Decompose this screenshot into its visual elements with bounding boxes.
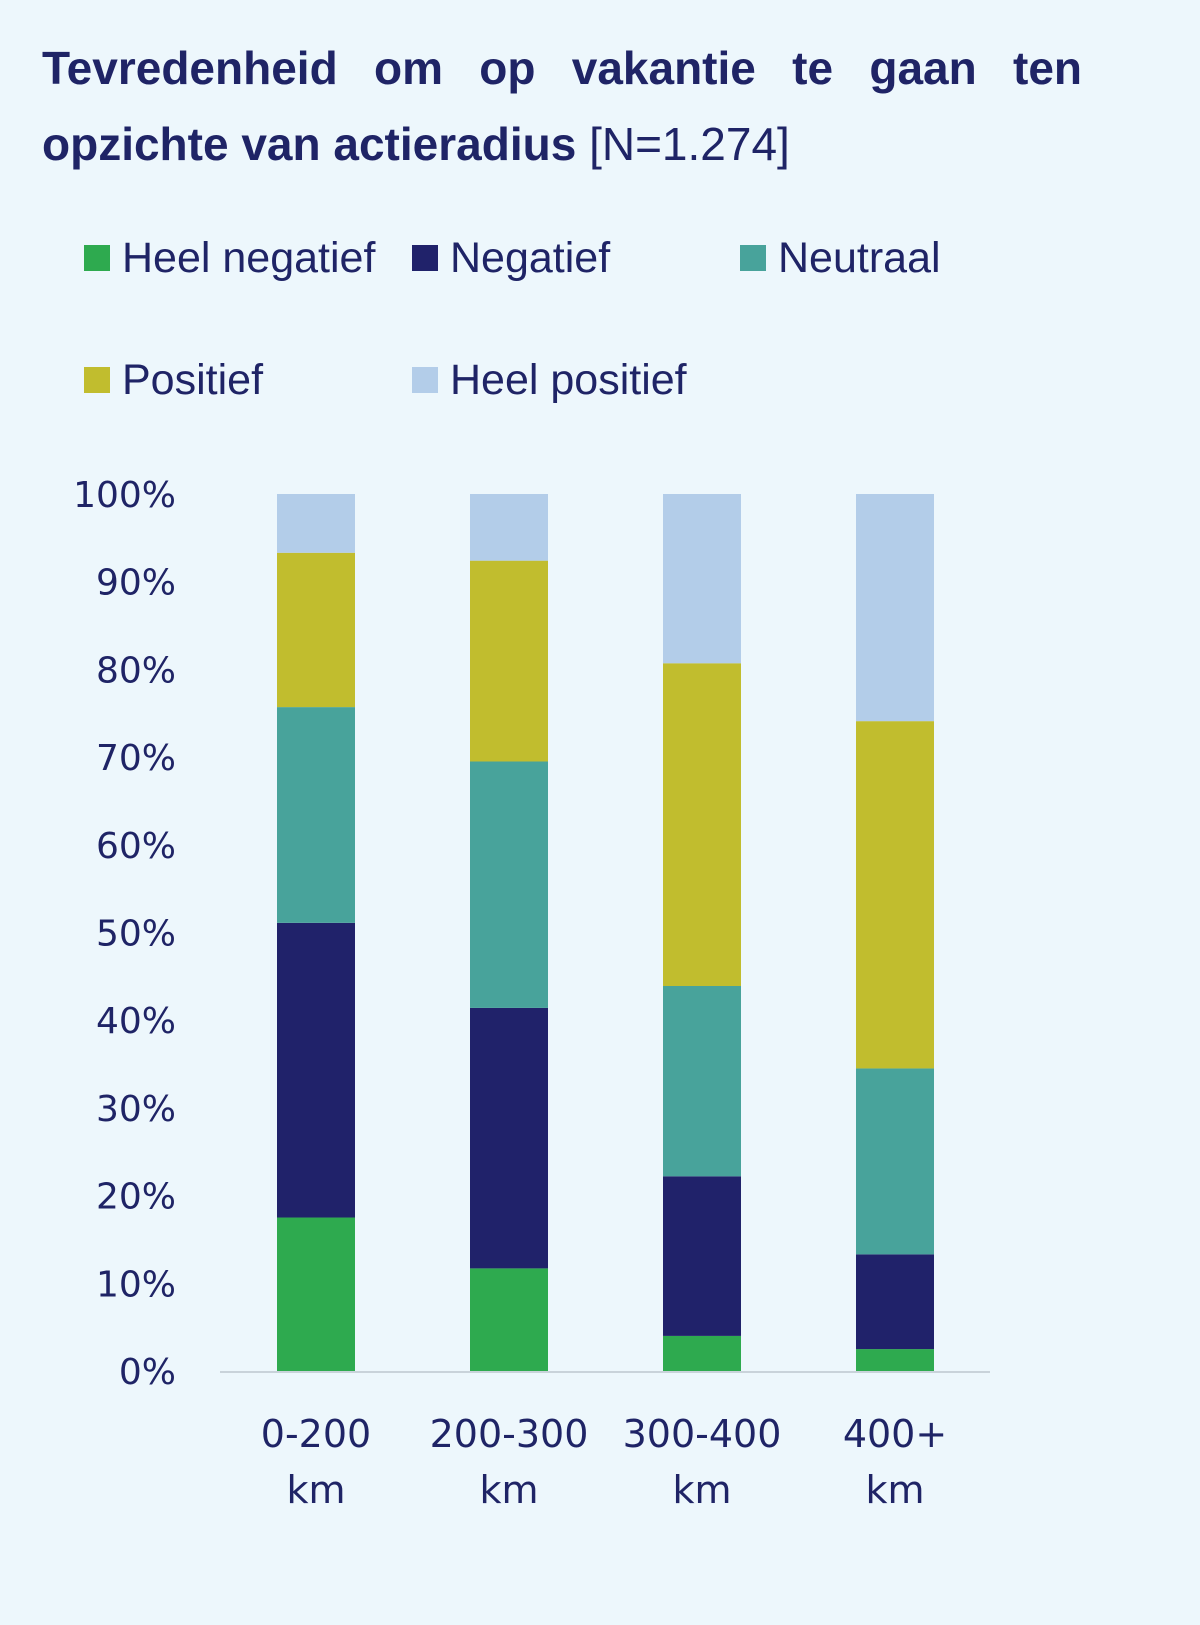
stacked-bar-chart: 0% 10% 20% 30% 40% 50% 60% 70% 80% 90% 100% 0-200 k… bbox=[73, 475, 990, 1512]
chart-title: Tevredenheid om op vakantie te gaan ten … bbox=[42, 30, 1082, 182]
bar-segment-negatief bbox=[663, 1176, 741, 1336]
bar-stack-0-200 bbox=[277, 494, 355, 1371]
bar-segment-heel-positief bbox=[663, 494, 741, 664]
x-tick-label: km bbox=[479, 1468, 538, 1512]
y-tick-label: 60% bbox=[96, 826, 176, 867]
legend-swatch-neutraal bbox=[740, 245, 766, 271]
y-tick-label: 20% bbox=[96, 1177, 176, 1218]
bar-segment-heel-positief bbox=[856, 494, 934, 722]
x-axis: 0-200 km 200-300 km 300-400 km 400+ km bbox=[261, 1412, 947, 1512]
legend-swatch-heel-negatief bbox=[84, 245, 110, 271]
bar-segment-negatief bbox=[856, 1254, 934, 1350]
legend-swatch-heel-positief bbox=[412, 367, 438, 393]
y-tick-label: 10% bbox=[96, 1264, 176, 1305]
bar-segment-positief bbox=[663, 663, 741, 986]
legend-item-negatief: Negatief bbox=[412, 228, 610, 288]
bar-segment-heel-negatief bbox=[470, 1268, 548, 1371]
bar-stack-200-300 bbox=[470, 494, 548, 1371]
legend-swatch-negatief bbox=[412, 245, 438, 271]
legend-label-heel-positief: Heel positief bbox=[450, 355, 687, 404]
y-tick-label: 0% bbox=[119, 1352, 176, 1393]
legend-item-neutraal: Neutraal bbox=[740, 228, 941, 288]
legend-label-negatief: Negatief bbox=[450, 233, 611, 282]
x-tick-label: 400+ bbox=[843, 1412, 947, 1456]
y-tick-label: 100% bbox=[73, 475, 176, 516]
bar-stack-400 bbox=[856, 494, 934, 1371]
legend-item-heel-negatief: Heel negatief bbox=[84, 228, 375, 288]
bar-segment-heel-positief bbox=[470, 494, 548, 561]
bar-segment-negatief bbox=[277, 922, 355, 1218]
legend-label-neutraal: Neutraal bbox=[778, 233, 941, 282]
y-tick-label: 40% bbox=[96, 1001, 176, 1042]
y-axis: 0% 10% 20% 30% 40% 50% 60% 70% 80% 90% 100% bbox=[73, 475, 176, 1393]
bar-segment-heel-negatief bbox=[856, 1349, 934, 1371]
bar-segment-heel-positief bbox=[277, 494, 355, 553]
bar-segment-neutraal bbox=[470, 761, 548, 1008]
legend-label-positief: Positief bbox=[122, 355, 264, 404]
legend-item-heel-positief: Heel positief bbox=[412, 350, 687, 410]
y-tick-label: 90% bbox=[96, 563, 176, 604]
legend-item-positief: Positief bbox=[84, 350, 263, 410]
x-tick-label: km bbox=[286, 1468, 345, 1512]
chart-title-main: Tevredenheid om op vakantie te gaan ten … bbox=[42, 42, 1082, 170]
x-tick-label: km bbox=[865, 1468, 924, 1512]
legend-label-heel-negatief: Heel negatief bbox=[122, 233, 376, 282]
x-tick-label: km bbox=[672, 1468, 731, 1512]
chart-title-sample-size: [N=1.274] bbox=[589, 118, 790, 170]
bar-segment-positief bbox=[856, 721, 934, 1069]
y-tick-label: 70% bbox=[96, 738, 176, 779]
y-tick-label: 80% bbox=[96, 650, 176, 691]
legend-swatch-positief bbox=[84, 367, 110, 393]
bar-segment-negatief bbox=[470, 1007, 548, 1269]
x-tick-label: 200-300 bbox=[430, 1412, 589, 1456]
y-tick-label: 50% bbox=[96, 914, 176, 955]
x-tick-label: 300-400 bbox=[623, 1412, 782, 1456]
bars bbox=[277, 494, 934, 1371]
bar-segment-positief bbox=[470, 560, 548, 762]
bar-segment-heel-negatief bbox=[663, 1335, 741, 1371]
bar-segment-positief bbox=[277, 552, 355, 708]
bar-segment-neutraal bbox=[663, 985, 741, 1177]
x-tick-label: 0-200 bbox=[261, 1412, 371, 1456]
bar-segment-neutraal bbox=[856, 1068, 934, 1255]
bar-segment-heel-negatief bbox=[277, 1217, 355, 1371]
bar-segment-neutraal bbox=[277, 707, 355, 923]
y-tick-label: 30% bbox=[96, 1089, 176, 1130]
bar-stack-300-400 bbox=[663, 494, 741, 1371]
